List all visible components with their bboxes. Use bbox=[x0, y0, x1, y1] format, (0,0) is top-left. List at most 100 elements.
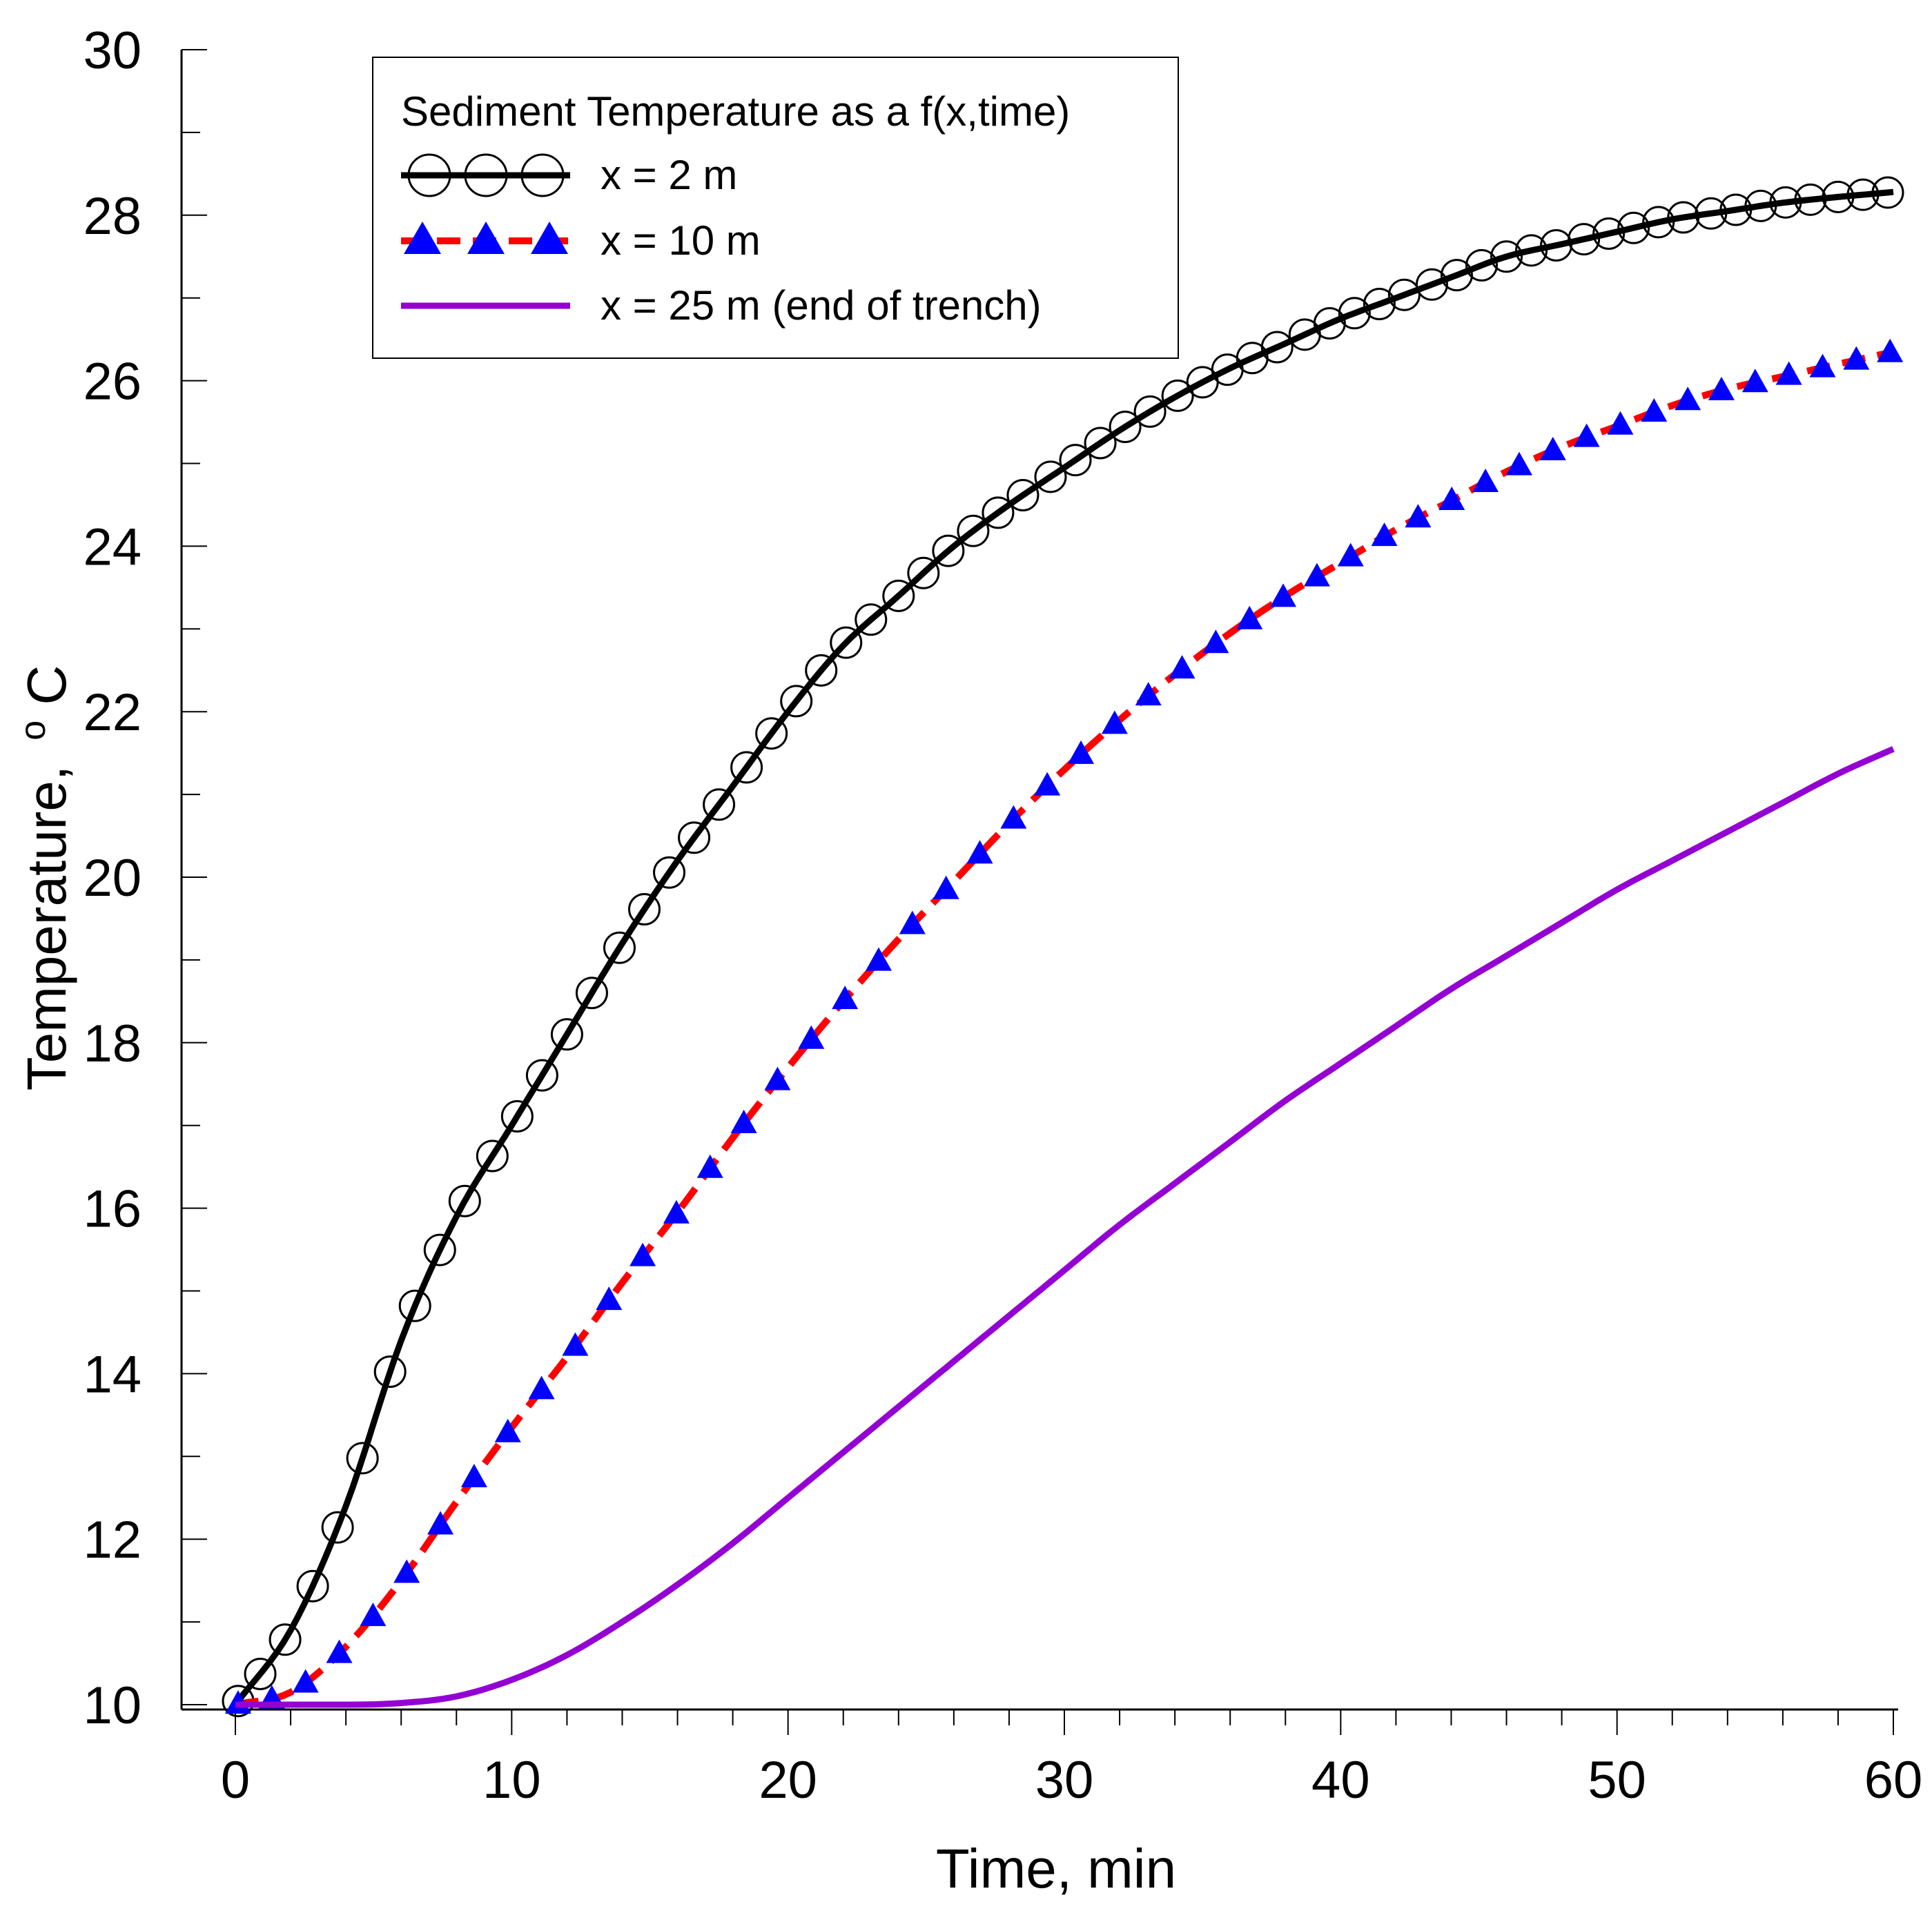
y-tick-label: 12 bbox=[83, 1511, 142, 1569]
data-point-x2 bbox=[1034, 460, 1067, 493]
data-point-x2 bbox=[575, 977, 608, 1010]
data-point-x10 bbox=[1539, 436, 1566, 460]
data-point-x2 bbox=[476, 1139, 509, 1173]
data-point-x2 bbox=[550, 1018, 583, 1051]
legend: Sediment Temperature as a f(x,time) x = … bbox=[372, 57, 1179, 359]
data-point-x2 bbox=[1059, 444, 1092, 477]
data-point-x10 bbox=[360, 1603, 387, 1627]
y-axis-title: Temperature, o C bbox=[0, 665, 77, 1091]
data-point-x10 bbox=[630, 1242, 656, 1266]
y-tick-label: 10 bbox=[83, 1676, 142, 1735]
data-point-x2 bbox=[321, 1511, 354, 1544]
data-point-x2 bbox=[1313, 306, 1346, 340]
y-tick-label: 28 bbox=[83, 187, 142, 246]
data-point-x10 bbox=[1337, 542, 1364, 567]
data-point-x2 bbox=[1871, 176, 1904, 209]
data-point-x10 bbox=[596, 1286, 623, 1311]
legend-marker-x10 bbox=[531, 222, 568, 254]
series-line-0 bbox=[233, 188, 1894, 1707]
data-point-x2 bbox=[1769, 186, 1802, 219]
data-point-x2 bbox=[500, 1100, 534, 1133]
data-point-x2 bbox=[1260, 331, 1294, 364]
data-point-x2 bbox=[1006, 479, 1040, 512]
data-point-x2 bbox=[1161, 379, 1194, 412]
legend-marker-x2 bbox=[407, 153, 451, 197]
legend-marker-x10 bbox=[404, 222, 441, 254]
x-tick-label: 50 bbox=[1588, 1751, 1646, 1810]
data-point-x2 bbox=[1515, 234, 1548, 267]
data-point-x2 bbox=[1667, 201, 1700, 234]
data-point-x10 bbox=[764, 1066, 791, 1090]
y-tick-label: 24 bbox=[83, 518, 142, 576]
legend-title: Sediment Temperature as a f(x,time) bbox=[401, 88, 1070, 135]
data-point-x10 bbox=[1405, 504, 1432, 528]
data-point-x10 bbox=[899, 910, 926, 934]
data-point-x10 bbox=[663, 1199, 690, 1224]
legend-label-x2: x = 2 m bbox=[601, 152, 737, 198]
x-tick-label: 0 bbox=[221, 1751, 250, 1810]
data-point-x10 bbox=[1877, 338, 1904, 362]
y-tick-label: 14 bbox=[83, 1345, 142, 1404]
data-point-x2 bbox=[730, 751, 763, 784]
data-point-x10 bbox=[933, 875, 959, 899]
data-point-x10 bbox=[460, 1464, 487, 1488]
x-tick-label: 10 bbox=[482, 1751, 541, 1810]
data-point-x2 bbox=[1794, 183, 1827, 216]
data-point-x10 bbox=[562, 1332, 589, 1356]
data-point-x2 bbox=[1719, 193, 1753, 226]
x-axis-title: Time, min bbox=[936, 1838, 1176, 1899]
data-point-x2 bbox=[780, 685, 813, 718]
legend-label-x10: x = 10 m bbox=[601, 217, 761, 264]
data-point-x10 bbox=[494, 1418, 521, 1442]
data-point-x2 bbox=[755, 717, 788, 750]
data-point-x10 bbox=[1607, 411, 1634, 435]
data-point-x2 bbox=[1490, 240, 1523, 273]
x-tick-label: 30 bbox=[1035, 1751, 1094, 1810]
data-point-x10 bbox=[1371, 522, 1398, 547]
data-point-x10 bbox=[1303, 562, 1330, 587]
legend-marker-x2 bbox=[520, 153, 565, 197]
data-point-x2 bbox=[653, 856, 686, 889]
data-point-x2 bbox=[907, 556, 940, 589]
legend-marker-x2 bbox=[464, 153, 508, 197]
y-axis-title-unit: C bbox=[16, 665, 77, 705]
data-point-x2 bbox=[982, 496, 1015, 529]
y-axis-title-text: Temperature, bbox=[16, 765, 77, 1090]
data-point-x2 bbox=[373, 1355, 407, 1389]
data-point-x2 bbox=[1568, 223, 1601, 256]
data-point-x2 bbox=[678, 821, 711, 854]
data-point-x2 bbox=[1846, 178, 1880, 211]
y-tick-label: 22 bbox=[83, 683, 142, 742]
data-point-x10 bbox=[1809, 353, 1836, 378]
data-point-x10 bbox=[1202, 629, 1229, 654]
data-point-x2 bbox=[1084, 427, 1117, 460]
legend-entry-x2: x = 2 m bbox=[401, 152, 737, 198]
data-point-x10 bbox=[1573, 423, 1600, 447]
data-point-x10 bbox=[1843, 346, 1870, 370]
data-point-x10 bbox=[1675, 386, 1701, 411]
data-point-x2 bbox=[1363, 288, 1396, 321]
x-tick-label: 40 bbox=[1311, 1751, 1370, 1810]
x-axis-ticks: 0 10 20 30 40 50 60 bbox=[221, 1710, 1922, 1810]
data-point-x10 bbox=[292, 1669, 319, 1693]
series-layer bbox=[222, 176, 1904, 1718]
data-point-x2 bbox=[244, 1657, 277, 1690]
data-point-x2 bbox=[1617, 211, 1650, 244]
data-point-x2 bbox=[525, 1059, 558, 1092]
data-point-x10 bbox=[832, 986, 859, 1010]
y-tick-label: 16 bbox=[83, 1180, 142, 1239]
data-point-x10 bbox=[1236, 605, 1263, 629]
data-point-x10 bbox=[865, 947, 892, 971]
data-point-x10 bbox=[1169, 655, 1196, 679]
data-point-x2 bbox=[1744, 189, 1777, 222]
data-point-x10 bbox=[1708, 376, 1735, 400]
legend-entry-x10: x = 10 m bbox=[401, 217, 761, 264]
data-point-x10 bbox=[1000, 805, 1027, 829]
data-point-x10 bbox=[1775, 361, 1802, 385]
data-point-x10 bbox=[393, 1559, 420, 1583]
data-point-x2 bbox=[1540, 229, 1573, 262]
data-point-x2 bbox=[1415, 268, 1448, 301]
data-point-x2 bbox=[830, 626, 863, 659]
data-point-x2 bbox=[296, 1569, 329, 1603]
